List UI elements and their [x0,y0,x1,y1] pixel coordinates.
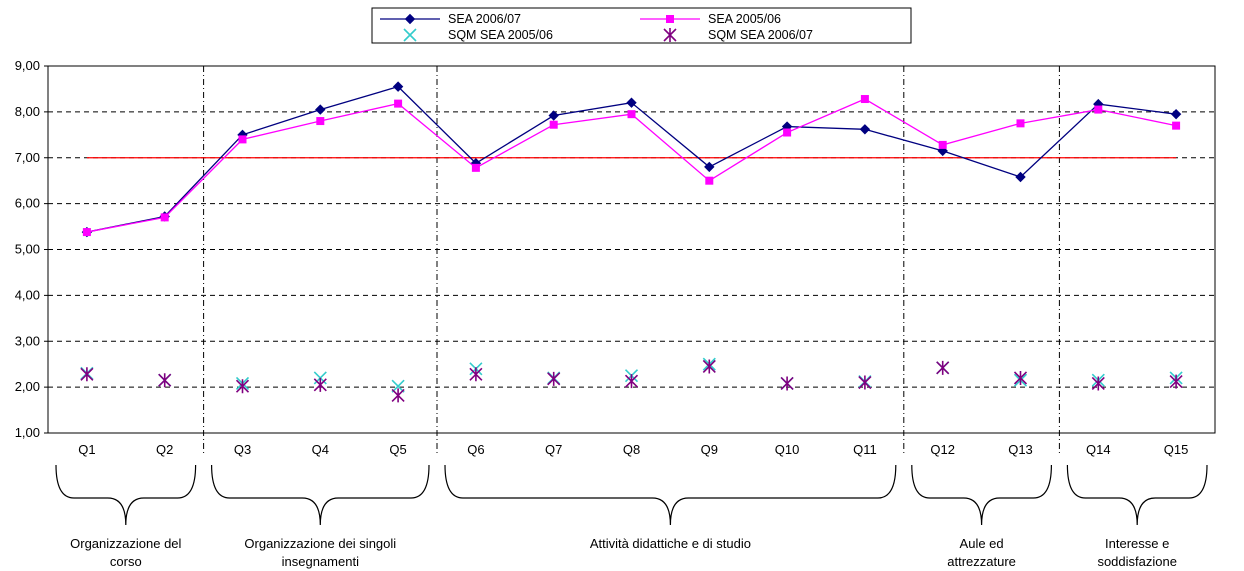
point-marker [702,359,716,374]
legend-box [371,7,912,44]
x-tick-label: Q1 [78,442,95,457]
point-marker [547,371,561,386]
point-marker [394,99,403,108]
point-marker [471,163,480,172]
point-marker [1016,119,1025,128]
point-marker [80,367,94,382]
group-brace [1066,464,1208,526]
point-marker [1015,171,1026,183]
group-brace [444,464,897,526]
point-marker [1169,374,1183,389]
y-tick-label: 6,00 [15,196,40,211]
point-marker [938,140,947,149]
x-tick-label: Q7 [545,442,562,457]
x-tick-label: Q6 [467,442,484,457]
point-marker [549,120,558,129]
x-tick-label: Q12 [930,442,955,457]
point-marker [704,161,715,173]
x-tick-label: Q4 [312,442,329,457]
point-marker [548,110,559,121]
point-marker [780,376,794,391]
point-marker [392,81,404,92]
point-marker [705,176,714,185]
group-label: attrezzature [947,554,1016,569]
point-marker [315,104,326,115]
legend-label: SQM SEA 2006/07 [708,28,813,42]
point-marker [666,15,674,23]
point-marker [858,375,872,390]
point-marker [403,28,417,42]
legend-label: SEA 2006/07 [448,12,521,26]
y-tick-label: 8,00 [15,104,40,119]
legend-label: SEA 2005/06 [708,12,781,26]
series-1 [81,81,1182,238]
point-marker [313,377,327,392]
legend-item: SEA 2006/07 [380,12,521,26]
legend-item: SEA 2005/06 [640,12,781,26]
point-marker [1091,376,1105,391]
point-marker [238,135,247,144]
group-label: Organizzazione dei singoli [244,536,396,551]
point-marker [936,360,950,375]
point-marker [82,228,91,237]
point-marker [1094,105,1103,114]
point-marker [391,379,405,393]
x-tick-label: Q9 [701,442,718,457]
point-marker [783,128,792,137]
y-tick-label: 4,00 [15,287,40,302]
point-marker [859,124,871,135]
point-marker [316,117,325,126]
group-label: Attività didattiche e di studio [590,536,751,551]
group-label: Interesse e [1105,536,1169,551]
group-label: corso [110,554,142,569]
x-tick-label: Q15 [1164,442,1189,457]
x-tick-label: Q3 [234,442,251,457]
legend-item: SQM SEA 2006/07 [663,28,813,42]
y-tick-label: 3,00 [15,333,40,348]
group-brace [911,464,1052,526]
point-marker [235,379,250,394]
point-marker [624,374,639,389]
group-brace [55,464,197,526]
point-marker [1172,121,1181,130]
legend: SEA 2006/07 SEA 2005/06 SQM SEA 2005/06 SQM… [371,7,912,44]
group-label: soddisfazione [1097,554,1177,569]
point-marker [626,97,637,108]
legend-label: SQM SEA 2005/06 [448,28,553,42]
point-marker [663,28,677,42]
series-line [86,98,1177,233]
group-label: Aule ed [960,536,1004,551]
point-marker [469,367,483,382]
point-marker [160,213,169,222]
x-tick-label: Q10 [775,442,800,457]
point-marker [1013,370,1028,385]
x-tick-label: Q8 [623,442,640,457]
series-4 [80,359,1183,403]
group-label: Organizzazione del [70,536,181,551]
x-tick-label: Q5 [389,442,406,457]
series-line [86,85,1177,233]
point-marker [1170,108,1182,120]
legend-item: SQM SEA 2005/06 [403,28,553,42]
y-tick-label: 1,00 [15,425,40,440]
series-2 [82,95,1181,237]
y-tick-label: 5,00 [15,242,40,257]
group-brace [211,464,430,526]
x-tick-label: Q14 [1086,442,1111,457]
point-marker [158,373,172,388]
point-marker [627,110,636,119]
group-label: insegnamenti [282,554,359,569]
y-tick-label: 2,00 [15,379,40,394]
x-tick-label: Q2 [156,442,173,457]
y-tick-label: 9,00 [15,58,40,73]
x-tick-label: Q11 [853,442,877,457]
point-marker [404,13,416,25]
point-marker [860,95,869,104]
y-tick-label: 7,00 [15,150,40,165]
x-tick-label: Q13 [1008,442,1033,457]
point-marker [391,388,405,403]
